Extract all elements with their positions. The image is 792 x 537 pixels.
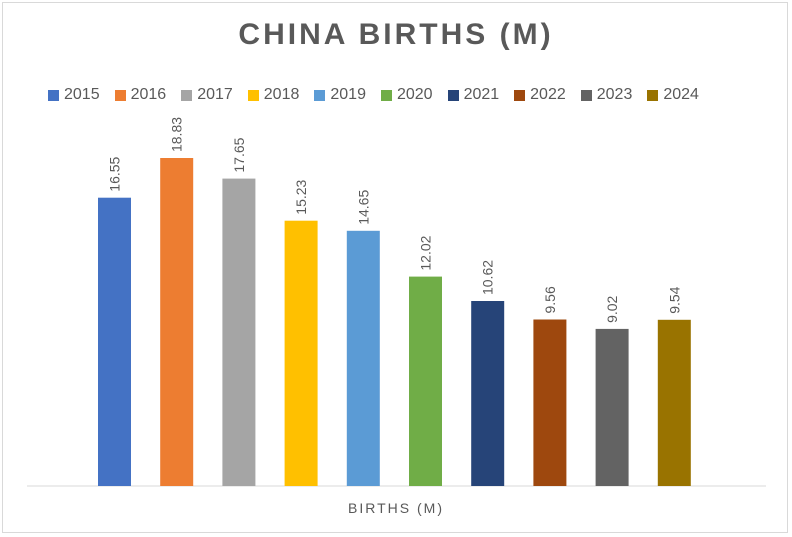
legend-swatch — [314, 89, 326, 101]
bar-2023 — [595, 328, 629, 486]
legend-label: 2024 — [663, 86, 699, 103]
legend-swatch — [181, 89, 193, 101]
legend-item: 2023 — [580, 86, 633, 104]
legend-label: 2023 — [596, 86, 633, 103]
data-label: 10.62 — [480, 260, 496, 295]
legend-swatch — [48, 89, 59, 101]
legend-item: 2021 — [447, 86, 500, 104]
legend-label: 2015 — [64, 86, 100, 103]
data-label: 9.54 — [666, 286, 682, 313]
bar-2016 — [160, 158, 194, 486]
legend-item: 2016 — [114, 86, 167, 104]
bar-2020 — [409, 276, 442, 486]
legend-swatch — [514, 89, 526, 101]
legend-swatch — [580, 89, 592, 101]
chart-title: CHINA BIRTHS (M) — [238, 18, 554, 51]
bar-2015 — [98, 197, 131, 486]
data-label: 18.83 — [169, 117, 185, 152]
data-label: 9.02 — [604, 295, 620, 322]
data-label: 16.55 — [107, 156, 123, 191]
chart-legend: 2015 2016 2017 2018 2019 2020 2021 2022 2023 2024 — [48, 84, 714, 106]
legend-item: 2017 — [181, 86, 233, 104]
bar-2021 — [471, 301, 505, 486]
data-label: 9.56 — [542, 286, 558, 313]
legend-label: 2017 — [197, 86, 233, 103]
legend-label: 2022 — [530, 86, 566, 103]
data-label: 17.65 — [231, 137, 247, 172]
bar-2018 — [284, 220, 318, 486]
legend-swatch — [647, 89, 659, 101]
bar-2022 — [533, 319, 567, 486]
legend-label: 2018 — [263, 86, 300, 103]
legend-swatch — [114, 89, 126, 101]
bar-2019 — [346, 230, 380, 486]
legend-label: 2020 — [396, 86, 433, 103]
legend-item: 2022 — [514, 86, 566, 104]
legend-item: 2019 — [314, 86, 366, 104]
legend-item: 2018 — [247, 86, 300, 104]
data-label: 12.02 — [418, 235, 434, 270]
legend-swatch — [447, 89, 459, 101]
legend-item: 2020 — [380, 86, 433, 104]
x-axis-category-label: BIRTHS (M) — [348, 500, 444, 516]
legend-label: 2016 — [130, 86, 167, 103]
bar-2017 — [222, 178, 256, 486]
data-label: 15.23 — [293, 179, 309, 214]
bar-2024 — [657, 319, 691, 486]
legend-swatch — [247, 89, 259, 101]
data-label: 14.65 — [355, 190, 371, 225]
legend-item: 2015 — [48, 86, 100, 104]
legend-swatch — [380, 89, 392, 101]
legend-item: 2024 — [647, 86, 699, 104]
legend-label: 2021 — [463, 86, 500, 103]
legend-label: 2019 — [330, 86, 366, 103]
